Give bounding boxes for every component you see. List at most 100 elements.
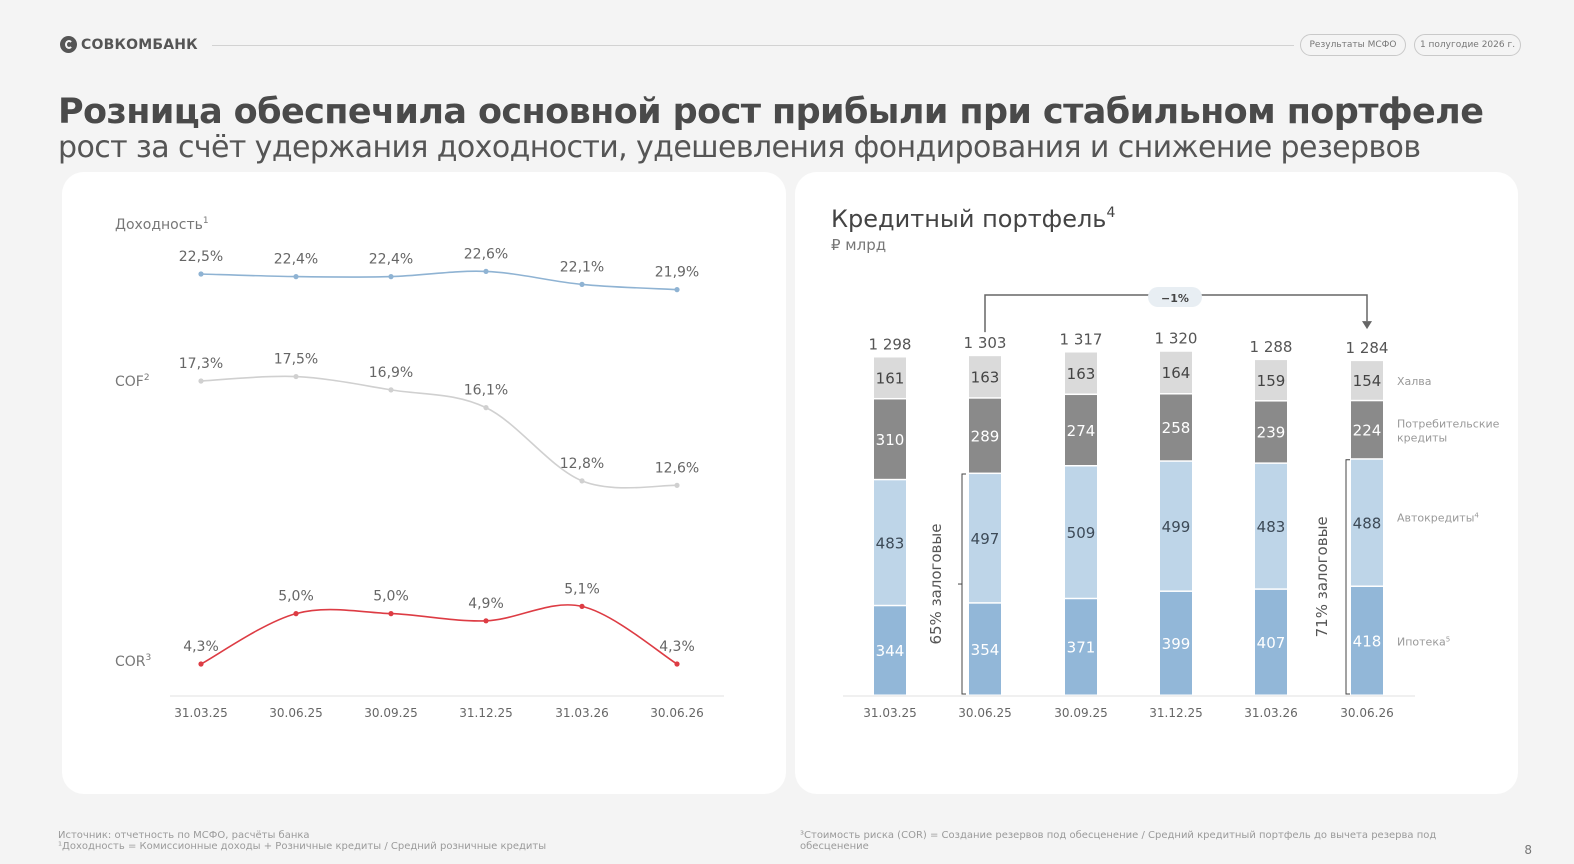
halva-segment <box>874 357 906 398</box>
footnote-yield: ¹Доходность = Комиссионные доходы + Розн… <box>58 841 547 852</box>
x-tick-label: 30.09.25 <box>1054 706 1107 720</box>
footnote-cor-cont: обесценение <box>800 841 869 852</box>
cof-point <box>293 373 299 380</box>
consumer-value-label: 258 <box>1162 419 1191 437</box>
mortgage-value-label: 371 <box>1067 639 1096 657</box>
cof-data-label: 16,9% <box>369 365 413 381</box>
cor-series-label: COR3 <box>115 653 151 670</box>
halva-value-label: 154 <box>1353 372 1382 390</box>
consumer-value-label: 224 <box>1353 422 1382 440</box>
header-divider <box>212 45 1294 46</box>
mortgage-segment <box>1255 589 1287 695</box>
cor-point <box>483 618 489 624</box>
x-tick-label: 31.12.25 <box>459 706 512 720</box>
portfolio-unit: ₽ млрд <box>831 236 886 254</box>
cor-data-label: 4,3% <box>183 639 219 655</box>
cor-data-label: 4,9% <box>468 596 504 612</box>
x-tick-label: 30.09.25 <box>364 706 417 720</box>
cof-data-label: 17,3% <box>179 356 223 372</box>
mortgage-value-label: 354 <box>971 641 1000 659</box>
x-tick-label: 31.03.26 <box>1244 706 1297 720</box>
halva-value-label: 159 <box>1257 372 1286 390</box>
auto-value-label: 509 <box>1067 524 1096 542</box>
legend-mortgage: Ипотека5 <box>1397 635 1450 648</box>
cof-point <box>674 482 680 488</box>
yield-series-label: Доходность1 <box>115 216 209 233</box>
bar-total-label: 1 284 <box>1346 339 1389 357</box>
yield-data-label: 22,4% <box>274 252 318 268</box>
yield-point <box>674 287 680 293</box>
consumer-segment <box>1065 395 1097 465</box>
cor-data-label: 5,0% <box>278 589 314 605</box>
rates-card: 22,5% 22,4% 22,4% 22,6% 22,1% 21,9% Доходность… <box>62 172 786 794</box>
yield-data-label: 22,1% <box>560 259 604 275</box>
cor-point <box>198 661 204 667</box>
mortgage-segment <box>1160 591 1192 695</box>
cor-data-label: 5,1% <box>564 581 600 597</box>
consumer-segment <box>1255 401 1287 463</box>
legend-auto: Автокредиты4 <box>1397 511 1479 524</box>
halva-value-label: 161 <box>876 369 905 387</box>
auto-value-label: 499 <box>1162 518 1191 536</box>
change-badge <box>1148 287 1202 307</box>
yield-point <box>483 268 489 274</box>
auto-value-label: 497 <box>971 530 1000 548</box>
bar-total-label: 1 320 <box>1155 330 1198 348</box>
cor-line <box>200 604 678 665</box>
bar-total-label: 1 317 <box>1060 331 1103 349</box>
portfolio-title: Кредитный портфель4 <box>831 205 1115 233</box>
x-tick-label: 31.03.25 <box>863 706 916 720</box>
brand-mark-icon <box>60 36 77 53</box>
cor-data-label: 4,3% <box>659 639 695 655</box>
x-tick-label: 30.06.26 <box>650 706 703 720</box>
yield-point <box>388 274 394 280</box>
change-label: −1% <box>1161 292 1189 305</box>
cof-data-label: 16,1% <box>464 383 508 399</box>
cof-point <box>388 387 394 393</box>
yield-point <box>579 281 585 287</box>
cof-data-label: 12,8% <box>560 456 604 472</box>
x-tick-label: 30.06.26 <box>1340 706 1393 720</box>
cor-point <box>579 603 585 609</box>
period-pill: 1 полугодие 2026 г. <box>1414 34 1521 56</box>
yield-data-label: 22,6% <box>464 246 508 262</box>
auto-segment <box>1255 463 1287 589</box>
bar-total-label: 1 298 <box>869 335 912 353</box>
auto-segment <box>1160 461 1192 591</box>
cof-data-label: 17,5% <box>274 352 318 368</box>
page-subtitle: рост за счёт удержания доходности, удеше… <box>58 130 1421 165</box>
auto-value-label: 488 <box>1353 514 1382 532</box>
brand-logo: СОВКОМБАНК <box>60 36 198 53</box>
auto-value-label: 483 <box>876 534 905 552</box>
mortgage-segment <box>969 603 1001 695</box>
page-number: 8 <box>1524 843 1532 857</box>
portfolio-bar-chart: Кредитный портфель4 ₽ млрд 344 483 310 161 1 2… <box>831 205 1500 720</box>
yield-point <box>293 274 299 280</box>
bar-total-label: 1 303 <box>964 334 1007 352</box>
consumer-value-label: 239 <box>1257 424 1286 442</box>
consumer-segment <box>1160 394 1192 461</box>
mortgage-value-label: 399 <box>1162 635 1191 653</box>
footnote-cor: ³Стоимость риска (COR) = Создание резерв… <box>800 830 1437 841</box>
mortgage-segment <box>1065 599 1097 695</box>
yield-data-label: 22,4% <box>369 252 413 268</box>
page-title: Розница обеспечила основной рост прибыли… <box>58 92 1484 132</box>
halva-value-label: 163 <box>1067 365 1096 383</box>
halva-value-label: 164 <box>1162 364 1191 382</box>
secured-share-label: 65% залоговые <box>927 524 945 645</box>
cor-data-label: 5,0% <box>373 589 409 605</box>
legend-halva: Халва <box>1397 375 1432 388</box>
change-arrow-icon <box>1362 321 1372 330</box>
cor-point <box>388 611 394 617</box>
consumer-value-label: 274 <box>1067 422 1096 440</box>
consumer-value-label: 289 <box>971 427 1000 445</box>
secured-share-label: 71% залоговые <box>1313 516 1331 637</box>
x-tick-label: 30.06.25 <box>958 706 1011 720</box>
mortgage-segment <box>874 606 906 695</box>
halva-segment <box>1065 352 1097 394</box>
yield-line <box>200 270 678 291</box>
yield-data-label: 21,9% <box>655 265 699 281</box>
halva-segment <box>1351 361 1383 400</box>
consumer-segment <box>1351 401 1383 459</box>
x-tick-label: 31.12.25 <box>1149 706 1202 720</box>
